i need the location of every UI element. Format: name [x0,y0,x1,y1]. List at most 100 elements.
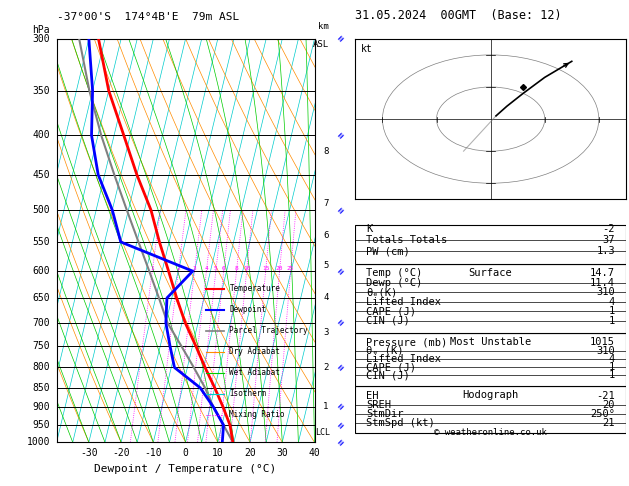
Text: 11.4: 11.4 [590,278,615,288]
Text: CIN (J): CIN (J) [366,315,410,326]
Text: 900: 900 [33,402,50,412]
Text: 20: 20 [276,266,283,271]
Text: ≡: ≡ [336,265,347,277]
Text: Temperature: Temperature [230,284,281,294]
Text: Temp (°C): Temp (°C) [366,268,423,278]
Text: StmSpd (kt): StmSpd (kt) [366,418,435,429]
Text: 4: 4 [609,296,615,307]
Text: 4: 4 [204,266,208,271]
Text: 21: 21 [603,418,615,429]
Text: -21: -21 [596,391,615,401]
Text: -2: -2 [603,225,615,234]
Text: Mixing Ratio: Mixing Ratio [230,410,285,419]
Text: 25: 25 [287,266,294,271]
Text: 500: 500 [33,205,50,215]
Text: 3: 3 [192,266,196,271]
Text: 30: 30 [276,448,288,458]
Text: Pressure (mb): Pressure (mb) [366,337,447,347]
Bar [355,264,626,333]
Text: 1015: 1015 [590,337,615,347]
Text: 310: 310 [596,287,615,297]
Text: 5: 5 [323,261,328,270]
Text: 40: 40 [309,448,320,458]
Text: 8: 8 [235,266,238,271]
Bar [355,225,626,264]
Text: 350: 350 [33,86,50,96]
Text: 1: 1 [150,266,154,271]
Text: 1: 1 [609,370,615,381]
Text: 5: 5 [214,266,218,271]
Text: 20: 20 [244,448,256,458]
Text: 1: 1 [323,402,328,412]
Text: ≡: ≡ [336,130,347,141]
Text: Lifted Index: Lifted Index [366,354,441,364]
Text: 300: 300 [33,34,50,44]
Text: 800: 800 [33,363,50,372]
Text: 3: 3 [323,328,328,337]
Text: K: K [366,225,372,234]
Text: 950: 950 [33,420,50,430]
Text: CAPE (J): CAPE (J) [366,362,416,372]
Text: 7: 7 [323,199,328,208]
Text: km: km [318,22,328,31]
Text: 1: 1 [609,306,615,316]
Text: θₑ(K): θₑ(K) [366,287,398,297]
Text: © weatheronline.co.uk: © weatheronline.co.uk [434,429,547,437]
Text: 550: 550 [33,237,50,247]
Text: 4: 4 [609,354,615,364]
Text: 10: 10 [243,266,250,271]
Text: EH: EH [366,391,379,401]
Text: Isotherm: Isotherm [230,389,267,399]
Text: 250°: 250° [590,409,615,419]
Text: 310: 310 [596,346,615,356]
Text: ≡: ≡ [336,419,347,431]
Text: ≡: ≡ [336,362,347,373]
Text: Dewpoint: Dewpoint [230,306,267,314]
Bar [355,333,626,386]
Text: 37: 37 [603,235,615,245]
Text: 4: 4 [323,294,328,302]
Text: CAPE (J): CAPE (J) [366,306,416,316]
Text: Dewp (°C): Dewp (°C) [366,278,423,288]
Text: 450: 450 [33,170,50,180]
Text: 6: 6 [222,266,226,271]
Text: hPa: hPa [33,25,50,35]
Text: CIN (J): CIN (J) [366,370,410,381]
Text: 14.7: 14.7 [590,268,615,278]
Text: PW (cm): PW (cm) [366,246,410,256]
Text: -37°00'S  174°4B'E  79m ASL: -37°00'S 174°4B'E 79m ASL [57,12,239,22]
Text: Dry Adiabat: Dry Adiabat [230,347,281,356]
Text: 8: 8 [323,147,328,156]
Text: 1: 1 [609,315,615,326]
Text: 1: 1 [609,362,615,372]
Text: 31.05.2024  00GMT  (Base: 12): 31.05.2024 00GMT (Base: 12) [355,9,562,22]
Text: ASL: ASL [313,40,328,49]
Text: ≡: ≡ [336,436,347,448]
Text: 2: 2 [177,266,181,271]
Text: 850: 850 [33,383,50,393]
Text: StmDir: StmDir [366,409,404,419]
Bar [355,386,626,433]
Text: -10: -10 [145,448,162,458]
Text: SREH: SREH [366,400,391,410]
Text: 600: 600 [33,266,50,276]
Text: Surface: Surface [469,268,513,278]
Text: 1000: 1000 [26,437,50,447]
Text: kt: kt [361,44,372,53]
Text: 1.3: 1.3 [596,246,615,256]
Text: θₑ (K): θₑ (K) [366,346,404,356]
Text: ≡: ≡ [336,401,347,413]
Text: 750: 750 [33,341,50,351]
Text: LCL: LCL [315,428,330,436]
Text: 20: 20 [603,400,615,410]
Text: Totals Totals: Totals Totals [366,235,447,245]
Text: 6: 6 [323,231,328,240]
Text: 700: 700 [33,318,50,328]
Text: 0: 0 [182,448,189,458]
Text: -30: -30 [80,448,97,458]
Text: ≡: ≡ [336,205,347,216]
Text: ≡: ≡ [336,317,347,329]
Text: -20: -20 [112,448,130,458]
Text: 650: 650 [33,293,50,303]
Text: ≡: ≡ [336,33,347,45]
